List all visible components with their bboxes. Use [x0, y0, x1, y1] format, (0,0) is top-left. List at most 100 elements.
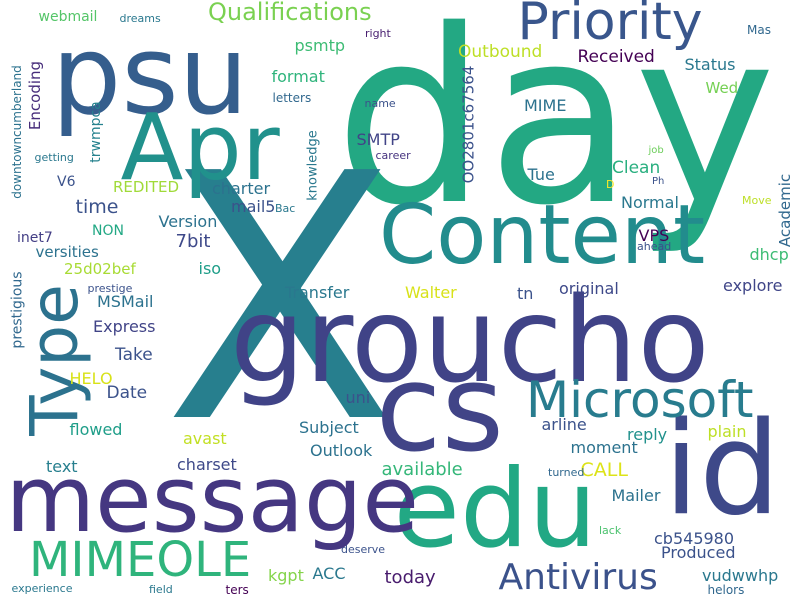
word-iso: iso: [198, 259, 222, 278]
word-today: today: [384, 567, 436, 588]
word-subject: Subject: [299, 418, 359, 437]
word-original: original: [559, 279, 619, 298]
word-experience: experience: [11, 581, 73, 595]
word-academic: Academic: [775, 173, 794, 247]
word-ph: Ph: [652, 176, 665, 187]
word-mail5: mail5: [231, 197, 276, 216]
word-turned: turned: [548, 465, 585, 479]
word-call: CALL: [580, 458, 628, 481]
word-psu: psu: [51, 11, 249, 139]
word-helors: helors: [707, 583, 745, 597]
word-prestige: prestige: [87, 281, 133, 295]
word-deserve: deserve: [341, 542, 386, 556]
word-clean: Clean: [612, 157, 661, 178]
word-time: time: [75, 195, 119, 218]
word-right: right: [365, 26, 391, 40]
word-mailer: Mailer: [611, 486, 661, 505]
word-microsoft: Microsoft: [526, 371, 754, 429]
word-produced: Produced: [661, 543, 736, 562]
word-edu: edu: [393, 447, 597, 572]
word-vps: VPS: [638, 226, 670, 245]
word-groucho: groucho: [230, 271, 710, 409]
word-dhcp: dhcp: [749, 245, 789, 264]
word-non: NON: [92, 223, 124, 239]
word-kgpt: kgpt: [268, 566, 304, 585]
word-tue: Tue: [527, 165, 555, 184]
word-helo: HELO: [69, 369, 113, 388]
word-charset: charset: [177, 455, 237, 474]
word-available: available: [381, 459, 463, 480]
word-text: text: [46, 457, 78, 476]
word-normal: Normal: [621, 193, 679, 212]
word-7bit: 7bit: [175, 231, 211, 252]
word-inet7: inet7: [17, 230, 53, 246]
word-wed: Wed: [705, 78, 739, 97]
word-day: day: [334, 0, 776, 258]
word-cs: cs: [375, 340, 505, 479]
word-lack: lack: [599, 523, 622, 537]
word-mas: Mas: [747, 23, 771, 37]
word-content: Content: [379, 188, 706, 283]
word-outbound: Outbound: [458, 41, 543, 62]
word-plain: plain: [707, 422, 747, 441]
word-oo2801c67564: OO2801c67564: [459, 65, 478, 183]
word-tn: tn: [517, 284, 534, 303]
word-getting: getting: [34, 150, 74, 164]
word-vudwwhp: vudwwhp: [702, 566, 779, 585]
word-knowledge: knowledge: [305, 129, 321, 201]
word-psmtp: psmtp: [294, 36, 346, 55]
word-version: Version: [158, 212, 218, 231]
word-name: name: [364, 96, 396, 110]
word-v6: V6: [57, 174, 76, 190]
word-job: job: [648, 145, 664, 156]
word-explore: explore: [723, 276, 783, 295]
word-trwmpca: trwmpca: [87, 101, 104, 163]
word-webmail: webmail: [38, 9, 98, 25]
word-take: Take: [115, 344, 153, 365]
word-qualifications: Qualifications: [208, 0, 372, 26]
word-redited: REDITED: [113, 177, 180, 196]
word-flowed: flowed: [69, 420, 123, 439]
word-letters: letters: [272, 91, 312, 105]
word-cb545980: cb545980: [654, 529, 735, 548]
word-express: Express: [93, 317, 156, 336]
word-encoding: Encoding: [25, 60, 44, 130]
word-career: career: [375, 148, 411, 162]
word-d: D: [606, 177, 615, 191]
word-acc: ACC: [312, 564, 346, 583]
word-outlook: Outlook: [310, 441, 373, 460]
word-apr: Apr: [120, 94, 280, 201]
word-format: format: [271, 67, 325, 86]
word-transfer: Transfer: [285, 283, 350, 302]
word-msmail: MSMail: [97, 292, 154, 311]
word-priority: Priority: [517, 0, 703, 52]
word-downtowncumberland: downtowncumberland: [9, 65, 24, 199]
word-dreams: dreams: [119, 11, 161, 25]
word-prestigious: prestigious: [9, 271, 26, 349]
word-status: Status: [684, 55, 736, 74]
word-date: Date: [106, 382, 148, 403]
word-uni: uni: [345, 388, 371, 407]
word-moment: moment: [570, 438, 638, 457]
word-bac: Bac: [275, 201, 296, 215]
word-mimeole: MIMEOLE: [29, 532, 252, 588]
word-ters: ters: [225, 583, 249, 597]
word-received: Received: [577, 46, 655, 67]
word-field: field: [149, 582, 173, 596]
word-type: Type: [15, 284, 93, 436]
word-x: X: [163, 102, 397, 498]
word-id: id: [663, 395, 781, 544]
word-avast: avast: [183, 429, 227, 448]
word-ahead: ahead: [637, 239, 672, 253]
word-message: message: [5, 446, 419, 553]
word-mime: MIME: [524, 96, 567, 115]
word-reply: reply: [627, 425, 668, 444]
word-smtp: SMTP: [356, 130, 400, 149]
word-versities: versities: [35, 242, 99, 261]
word-charter: charter: [212, 179, 271, 198]
word-arline: arline: [541, 415, 587, 434]
word-walter: Walter: [405, 283, 457, 302]
word-25d02bef: 25d02bef: [64, 259, 136, 278]
word-move: Move: [742, 193, 772, 207]
